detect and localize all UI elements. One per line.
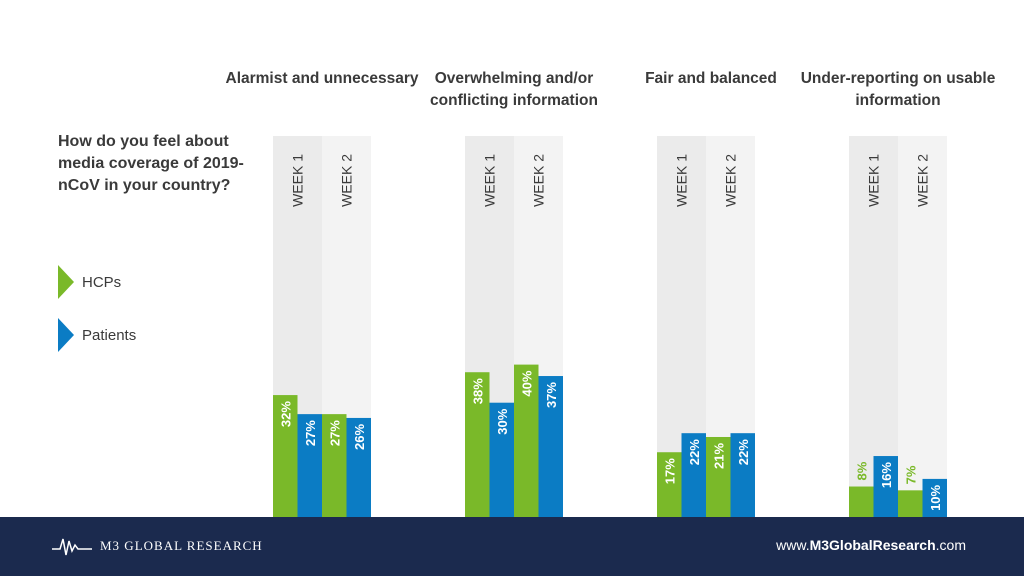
legend-swatch-hcps <box>58 265 74 299</box>
footer-bar: M3 GLOBAL RESEARCH www.M3GlobalResearch.… <box>0 517 1024 576</box>
hcps-marker <box>58 265 74 299</box>
patient-bar <box>681 433 706 517</box>
data-label: 22% <box>687 439 702 465</box>
data-label: 10% <box>928 484 943 510</box>
patient-bar <box>489 402 514 517</box>
data-label: 30% <box>495 408 510 434</box>
hcp-bar <box>898 490 923 517</box>
data-label: 8% <box>854 461 869 480</box>
week-label: WEEK 1 <box>674 154 690 207</box>
legend-item-hcps: HCPs <box>58 265 121 299</box>
legend-label-patients: Patients <box>82 326 137 344</box>
hcp-bar <box>849 486 874 517</box>
hcp-bar <box>273 395 298 517</box>
pulse-logo-icon <box>52 538 92 556</box>
patient-bar <box>538 376 563 517</box>
url-domain: M3GlobalResearch <box>809 537 936 553</box>
hcp-bar <box>465 372 490 517</box>
data-label: 17% <box>662 458 677 484</box>
url-prefix: www. <box>776 537 810 553</box>
patient-bar <box>730 433 755 517</box>
chart-question: How do you feel about media coverage of … <box>58 133 244 194</box>
brand-name: M3 GLOBAL RESEARCH <box>100 538 263 553</box>
url-suffix: .com <box>935 537 966 553</box>
week-label: WEEK 2 <box>915 154 931 207</box>
week-label: WEEK 2 <box>723 154 739 207</box>
data-label: 26% <box>352 424 367 450</box>
patient-bar <box>873 456 898 517</box>
hcp-bar <box>657 452 682 517</box>
data-label: 22% <box>736 439 751 465</box>
week-label: WEEK 2 <box>531 154 547 207</box>
week-label: WEEK 1 <box>290 154 306 207</box>
week-label: WEEK 1 <box>866 154 882 207</box>
hcp-bar <box>514 364 539 517</box>
hcp-bar <box>706 436 731 517</box>
hcp-bar <box>322 414 347 517</box>
data-label: 40% <box>519 370 534 396</box>
patient-bar <box>346 417 371 517</box>
data-label: 27% <box>327 420 342 446</box>
week-column-bg <box>849 136 898 517</box>
legend-item-patients: Patients <box>58 318 136 352</box>
brand-logo: M3 GLOBAL RESEARCH <box>52 535 263 557</box>
data-label: 21% <box>711 443 726 469</box>
week-label: WEEK 2 <box>339 154 355 207</box>
category-title-overwhelming: Overwhelming and/or conflicting informat… <box>430 70 598 109</box>
legend-swatch-patients <box>58 318 74 352</box>
data-label: 27% <box>303 420 318 446</box>
data-label: 7% <box>903 465 918 484</box>
category-title-fair: Fair and balanced <box>645 70 777 87</box>
data-label: 37% <box>544 382 559 408</box>
category-title-alarmist: Alarmist and unnecessary <box>225 70 419 87</box>
week-column-bg <box>898 136 947 517</box>
website-link[interactable]: www.M3GlobalResearch.com <box>776 537 966 553</box>
category-title-underreporting: Under-reporting on usable information <box>800 70 996 109</box>
data-label: 32% <box>278 401 293 427</box>
legend-label-hcps: HCPs <box>82 273 122 291</box>
patients-marker <box>58 318 74 352</box>
week-label: WEEK 1 <box>482 154 498 207</box>
data-label: 38% <box>470 378 485 404</box>
patient-bar <box>297 414 322 517</box>
patient-bar <box>922 478 947 517</box>
data-label: 16% <box>879 462 894 488</box>
